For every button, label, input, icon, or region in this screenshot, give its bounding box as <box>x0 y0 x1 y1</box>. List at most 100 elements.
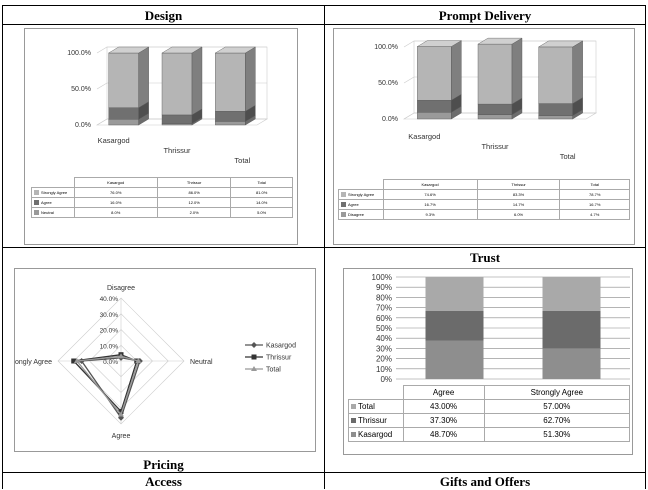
bar-segment <box>108 52 139 108</box>
bar-segment <box>161 52 193 116</box>
radar-point <box>73 358 80 363</box>
design-table-header: Kasargod <box>73 177 158 188</box>
prompt-table-cell: 83.3% <box>476 189 561 200</box>
series-name: Neutral <box>41 209 54 215</box>
gridline <box>403 40 415 48</box>
pricing-chart-box: 40.0% 30.0% 20.0% 10.0% 0.0% Disagree Neutral A… <box>14 268 316 452</box>
bar-top <box>214 46 257 54</box>
bar-segment <box>417 46 452 101</box>
trust-data-table: Agree Strongly Agree Total 43.00% 57.00%… <box>348 385 631 442</box>
y-tick-label: 50% <box>376 324 392 333</box>
prompt-table-cell: 4.7% <box>559 209 630 220</box>
radar-point <box>118 408 124 414</box>
design-table-cell: 86.0% <box>156 187 232 198</box>
y-tick-label: 70% <box>376 304 392 313</box>
gridline <box>96 118 108 126</box>
y-tick-label: 60% <box>376 314 392 323</box>
prompt-data-table: Kasargod Thrissur Total Strongly Agree 7… <box>338 179 630 220</box>
trust-table-cell: 57.00% <box>483 399 631 414</box>
bar-segment <box>542 311 601 349</box>
trust-stacked-bar-chart: 100%90%80% 70%60%50%40%30% 20%10%0% <box>372 273 630 384</box>
y-tick-label: 40% <box>376 334 392 343</box>
design-3d-bar-chart: 100.0% 50.0% 0.0% Kasargod Thrissur Total <box>67 46 269 165</box>
y-tick-label: 10% <box>376 365 392 374</box>
design-table-series-label: Agree <box>31 197 75 208</box>
bar-segment <box>417 100 452 113</box>
trust-chart-box: 100% 90% 80% 70% 60% 50% 40% 30% 20% 10% 0% Agree … <box>343 268 633 455</box>
bar-side <box>245 46 256 112</box>
bar-segment <box>538 115 573 120</box>
design-table-cell: 5.0% <box>230 207 293 218</box>
x-category-label: Total <box>234 156 250 165</box>
trust-table-header: Strongly Agree <box>483 385 631 400</box>
bar-side <box>511 37 523 105</box>
design-table-cell: 14.0% <box>230 197 293 208</box>
y-tick-label: 80% <box>376 293 392 302</box>
radar-point <box>118 411 124 417</box>
y-tick-label: 50.0% <box>378 80 398 87</box>
prompt-table-corner <box>338 179 384 190</box>
radar-axis-label: Strongly Agree <box>15 359 52 366</box>
series-name: Thrissur <box>358 416 387 425</box>
prompt-table-series-label: Agree <box>338 199 384 210</box>
bar-segment <box>425 277 484 311</box>
access-title: Access <box>145 474 182 489</box>
bar-segment <box>538 46 573 104</box>
bar-segment <box>161 114 193 124</box>
design-data-table: Kasargod Thrissur Total Strongly Agree 7… <box>31 177 293 218</box>
bar-segment <box>542 348 601 379</box>
bar-top <box>161 46 203 54</box>
bar-side <box>191 46 203 116</box>
x-category-label: Kasargod <box>408 132 440 141</box>
radar-tick-label: 20.0% <box>100 328 119 335</box>
prompt-3d-bar-chart: 100.0% 50.0% 0.0% Kasargod Thrissur Total <box>374 37 598 161</box>
legend-swatch <box>341 212 346 218</box>
trust-table-cell: 37.30% <box>402 413 485 428</box>
legend-swatch <box>341 192 346 198</box>
grid-left-border <box>2 5 3 489</box>
series-name: Agree <box>41 199 52 205</box>
y-tick-label: 100.0% <box>374 44 398 51</box>
prompt-table-cell: 16.7% <box>382 199 478 210</box>
series-name: Strongly Agree <box>348 191 375 197</box>
trust-table-corner <box>348 385 404 400</box>
radar-axis-label: Disagree <box>107 285 135 292</box>
legend-swatch <box>351 418 356 424</box>
series-name: Agree <box>348 201 359 207</box>
prompt-table-header: Thrissur <box>476 179 561 190</box>
design-table-header: Total <box>230 177 293 188</box>
legend-swatch <box>34 190 39 196</box>
prompt-table-series-label: Strongly Agree <box>338 189 384 200</box>
legend-swatch <box>341 202 346 208</box>
bar-segment <box>215 111 246 122</box>
prompt-table-cell: 9.3% <box>382 209 478 220</box>
prompt-table-cell: 78.7% <box>559 189 630 200</box>
bar-segment <box>425 340 484 379</box>
radar-point <box>71 358 77 364</box>
trust-table-cell: 51.30% <box>483 427 631 442</box>
y-tick-label: 100.0% <box>67 50 91 57</box>
legend-label: Kasargod <box>266 343 296 350</box>
design-table-series-label: Strongly Agree <box>31 187 75 198</box>
trust-title: Trust <box>469 250 501 265</box>
y-tick-label: 0% <box>380 375 392 384</box>
bar-segment <box>477 114 513 120</box>
bar-segment <box>538 103 573 116</box>
design-table-series-label: Neutral <box>31 207 75 218</box>
bar-side <box>451 40 462 101</box>
series-name: Strongly Agree <box>41 189 68 195</box>
bar-top <box>537 40 584 48</box>
gridline <box>403 112 415 120</box>
gifts-offers-title: Gifts and Offers <box>439 474 531 489</box>
x-category-label: Total <box>560 152 576 161</box>
x-category-label: Kasargod <box>98 136 130 145</box>
trust-table-cell: 43.00% <box>402 399 485 414</box>
bar-segment <box>542 277 601 311</box>
design-table-cell: 8.0% <box>73 207 158 218</box>
design-table-cell: 81.0% <box>230 187 293 198</box>
series-name: Disagree <box>348 211 365 217</box>
radar-tick-label: 30.0% <box>100 312 119 319</box>
legend-marker <box>251 342 257 348</box>
design-chart-box: 100.0% 50.0% 0.0% Kasargod Thrissur Total Kas… <box>24 28 298 245</box>
bar-segment <box>477 43 513 105</box>
